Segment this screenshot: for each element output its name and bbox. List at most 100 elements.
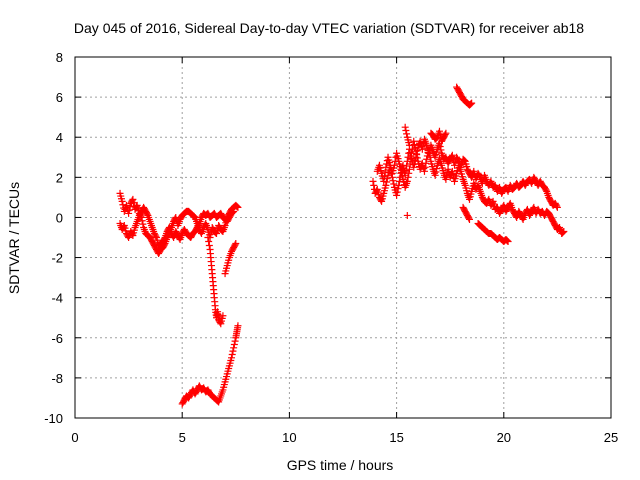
data-point bbox=[138, 217, 146, 225]
data-point bbox=[195, 221, 203, 229]
data-point bbox=[373, 187, 381, 195]
data-point bbox=[413, 151, 421, 159]
data-point bbox=[553, 203, 561, 211]
data-point bbox=[129, 195, 137, 203]
data-point bbox=[405, 169, 413, 177]
data-point bbox=[234, 322, 242, 330]
data-point bbox=[476, 172, 484, 180]
data-point bbox=[401, 123, 409, 131]
data-point bbox=[442, 175, 450, 183]
data-point bbox=[394, 185, 402, 193]
data-point bbox=[560, 227, 568, 235]
y-tick-labels: -10 -8 -6 -4 -2 0 2 4 6 8 bbox=[44, 50, 63, 426]
data-point bbox=[382, 163, 390, 171]
data-point bbox=[465, 214, 473, 222]
data-point bbox=[460, 156, 468, 164]
data-point bbox=[231, 337, 239, 345]
data-point bbox=[435, 127, 443, 135]
data-point bbox=[423, 155, 431, 163]
data-points bbox=[116, 83, 568, 408]
data-point bbox=[381, 168, 389, 176]
data-point bbox=[233, 203, 241, 211]
data-point bbox=[553, 202, 561, 210]
data-point bbox=[395, 177, 403, 185]
data-point bbox=[424, 149, 432, 157]
axis-ticks bbox=[74, 56, 612, 419]
data-point bbox=[448, 167, 456, 175]
y-tick-label: 0 bbox=[56, 210, 63, 225]
y-tick-label: 4 bbox=[56, 130, 63, 145]
x-tick-label: 15 bbox=[389, 430, 403, 445]
data-point bbox=[125, 206, 133, 214]
data-point bbox=[380, 177, 388, 185]
data-point bbox=[542, 186, 550, 194]
data-point bbox=[393, 191, 401, 199]
y-axis-label: SDTVAR / TECUs bbox=[6, 182, 22, 294]
data-point bbox=[405, 141, 413, 149]
data-point bbox=[125, 209, 133, 217]
data-point bbox=[395, 181, 403, 189]
data-point bbox=[460, 157, 468, 165]
data-point bbox=[408, 149, 416, 157]
data-point bbox=[504, 238, 512, 246]
data-point bbox=[410, 137, 418, 145]
data-point bbox=[398, 169, 406, 177]
data-point bbox=[442, 129, 450, 137]
data-point bbox=[370, 181, 378, 189]
data-point bbox=[420, 167, 428, 175]
data-point bbox=[234, 203, 242, 211]
data-point bbox=[232, 240, 240, 248]
data-point bbox=[503, 236, 511, 244]
chart-title: Day 045 of 2016, Sidereal Day-to-day VTE… bbox=[74, 20, 584, 36]
x-tick-label: 10 bbox=[282, 430, 296, 445]
x-tick-label: 20 bbox=[497, 430, 511, 445]
y-tick-label: 2 bbox=[56, 170, 63, 185]
y-tick-label: 8 bbox=[56, 50, 63, 65]
data-point bbox=[421, 163, 429, 171]
data-point bbox=[118, 197, 126, 205]
data-point bbox=[411, 144, 419, 152]
data-point bbox=[402, 127, 410, 135]
data-point bbox=[390, 180, 398, 188]
data-point bbox=[406, 160, 414, 168]
data-point bbox=[405, 165, 413, 173]
data-point bbox=[132, 203, 140, 211]
data-point bbox=[432, 168, 440, 176]
data-point bbox=[407, 155, 415, 163]
data-point bbox=[468, 99, 476, 107]
data-point bbox=[130, 199, 138, 207]
data-point bbox=[465, 215, 473, 223]
data-point bbox=[403, 177, 411, 185]
data-point bbox=[228, 209, 236, 217]
data-point bbox=[410, 163, 418, 171]
data-point bbox=[219, 312, 227, 320]
x-axis-label: GPS time / hours bbox=[287, 457, 394, 473]
y-tick-label: -10 bbox=[44, 411, 63, 426]
data-point bbox=[233, 202, 241, 210]
data-point bbox=[389, 177, 397, 185]
data-point bbox=[230, 344, 238, 352]
x-tick-labels: 0 5 10 15 20 25 bbox=[71, 430, 618, 445]
data-point bbox=[229, 347, 237, 355]
data-point bbox=[160, 235, 168, 243]
data-point bbox=[431, 171, 439, 179]
data-point bbox=[230, 207, 238, 215]
x-tick-label: 0 bbox=[71, 430, 78, 445]
data-point bbox=[441, 131, 449, 139]
data-point bbox=[231, 241, 239, 249]
data-point bbox=[412, 147, 420, 155]
data-point bbox=[377, 196, 385, 204]
y-tick-label: -8 bbox=[51, 371, 63, 386]
data-point bbox=[382, 181, 390, 189]
data-point bbox=[228, 354, 236, 362]
data-point bbox=[380, 173, 388, 181]
data-point bbox=[448, 151, 456, 159]
data-point bbox=[488, 199, 496, 207]
data-point bbox=[228, 350, 236, 358]
data-point bbox=[503, 237, 511, 245]
y-tick-label: -2 bbox=[51, 251, 63, 266]
data-point bbox=[558, 229, 566, 237]
data-point bbox=[369, 177, 377, 185]
data-point bbox=[143, 210, 151, 218]
